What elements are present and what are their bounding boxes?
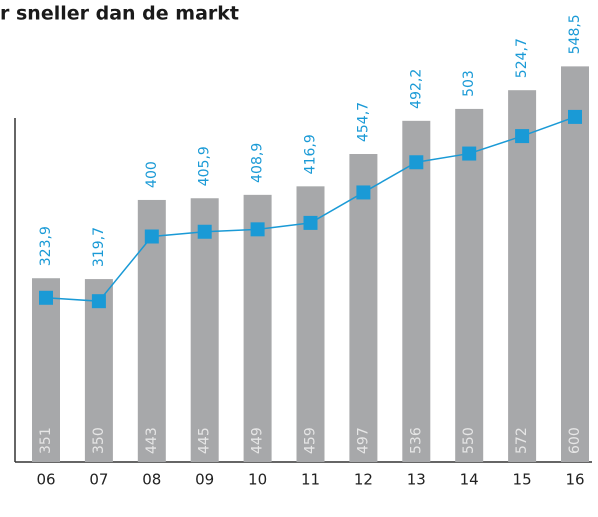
- marker: [356, 185, 371, 200]
- x-tick-label: 15: [513, 471, 532, 489]
- bar-value-label: 445: [197, 427, 213, 454]
- x-tick-label: 09: [195, 471, 214, 489]
- bar-value-label: 443: [144, 427, 160, 454]
- bar: [243, 194, 272, 462]
- value-label: 503: [461, 70, 477, 97]
- marker: [144, 229, 159, 244]
- value-label: 323,9: [38, 226, 54, 266]
- x-tick-label: 07: [89, 471, 108, 489]
- bar-value-label: 600: [567, 427, 583, 454]
- x-tick-label: 16: [565, 471, 584, 489]
- value-label: 408,9: [250, 143, 266, 183]
- bar-value-label: 449: [250, 427, 266, 454]
- bar: [137, 199, 166, 463]
- value-label: 405,9: [197, 146, 213, 186]
- marker: [409, 155, 424, 170]
- x-tick-label: 11: [301, 471, 320, 489]
- marker: [197, 224, 212, 239]
- value-label: 319,7: [91, 227, 107, 267]
- bar-value-label: 550: [461, 427, 477, 454]
- bar: [402, 120, 431, 463]
- value-label: 548,5: [567, 14, 583, 54]
- bar: [455, 108, 484, 463]
- bar-value-label: 497: [355, 427, 371, 454]
- bar: [296, 186, 325, 462]
- bar: [84, 279, 113, 462]
- bar-value-label: 350: [91, 427, 107, 454]
- bar: [190, 198, 219, 462]
- value-label: 492,2: [408, 69, 424, 109]
- bar-value-label: 351: [38, 427, 54, 454]
- x-tick-label: 10: [248, 471, 267, 489]
- x-tick-label: 08: [142, 471, 161, 489]
- value-label: 454,7: [355, 102, 371, 142]
- x-tick-label: 12: [354, 471, 373, 489]
- bar-value-label: 536: [408, 427, 424, 454]
- bar-value-label: 459: [303, 427, 319, 454]
- marker: [39, 290, 53, 305]
- bar: [32, 278, 60, 462]
- bar: [561, 66, 589, 462]
- bar: [508, 90, 537, 463]
- marker: [303, 215, 318, 230]
- x-tick-label: 14: [460, 471, 479, 489]
- value-label: 416,9: [303, 134, 319, 174]
- bar-value-label: 572: [514, 427, 530, 454]
- value-label: 524,7: [514, 38, 530, 78]
- chart-title: r sneller dan de markt: [0, 3, 239, 25]
- marker: [91, 294, 106, 309]
- value-label: 400: [144, 161, 160, 188]
- x-tick-label: 13: [407, 471, 426, 489]
- bar: [349, 154, 378, 463]
- x-tick-label: 06: [36, 471, 55, 489]
- marker: [250, 222, 265, 237]
- marker: [515, 129, 530, 144]
- marker: [462, 146, 477, 161]
- marker: [568, 109, 582, 124]
